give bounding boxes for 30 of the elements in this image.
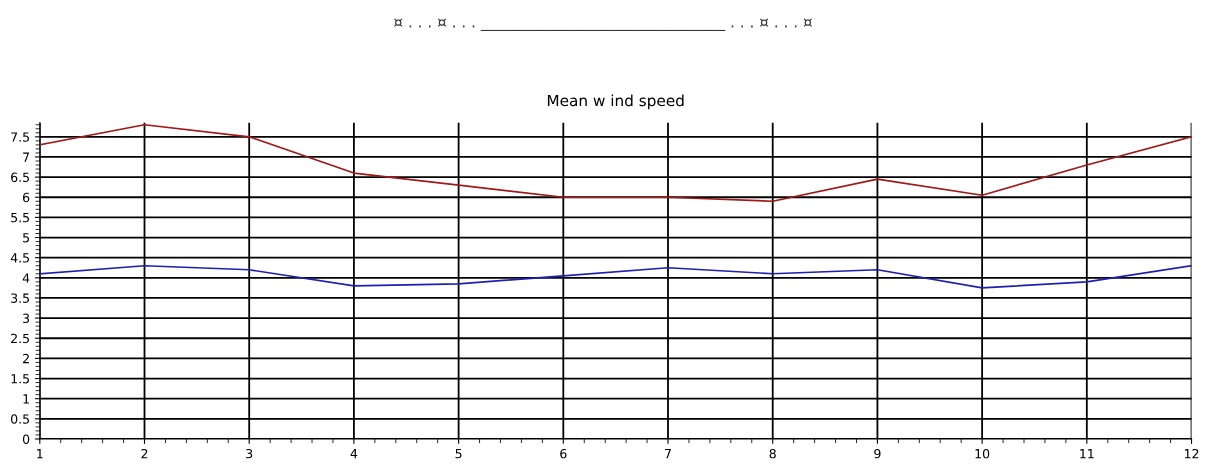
- y-tick-label: 1.5: [11, 374, 29, 384]
- x-tick-label: 12: [1184, 448, 1199, 459]
- y-tick-label: 6.5: [11, 172, 29, 183]
- x-tick-label: 7: [665, 449, 671, 459]
- x-tick-label: 1: [37, 449, 43, 459]
- x-tick-label: 6: [560, 448, 567, 459]
- y-tick-label: 0.5: [11, 414, 29, 424]
- y-tick-label: 3: [23, 313, 30, 324]
- y-tick-label: 7: [23, 152, 30, 162]
- x-tick-label: 3: [246, 448, 253, 459]
- x-tick-label: 9: [874, 448, 881, 459]
- y-tick-label: 1: [23, 394, 29, 404]
- y-tick-label: 2: [23, 353, 29, 364]
- chart-title: Mean w ind speed: [547, 94, 684, 110]
- y-tick-label: 5: [23, 233, 29, 243]
- y-tick-label: 7.5: [11, 132, 29, 142]
- x-tick-label: 2: [141, 448, 148, 459]
- x-tick-label: 11: [1080, 449, 1094, 459]
- y-tick-label: 0: [22, 434, 30, 444]
- y-tick-label: 5.5: [11, 213, 29, 223]
- x-tick-label: 5: [455, 449, 462, 459]
- y-tick-label: 4: [22, 273, 30, 283]
- y-tick-label: 6: [23, 192, 30, 203]
- text: ¤ . . . ¤ . . . ________________________________ . . . ¤ . . . ¤: [394, 18, 812, 31]
- y-tick-label: 3.5: [11, 293, 29, 303]
- x-tick-label: 10: [975, 448, 990, 459]
- y-tick-label: 2.5: [11, 333, 29, 344]
- y-tick-label: 4.5: [10, 253, 29, 263]
- x-tick-label: 8: [769, 448, 776, 459]
- x-tick-label: 4: [350, 449, 358, 459]
